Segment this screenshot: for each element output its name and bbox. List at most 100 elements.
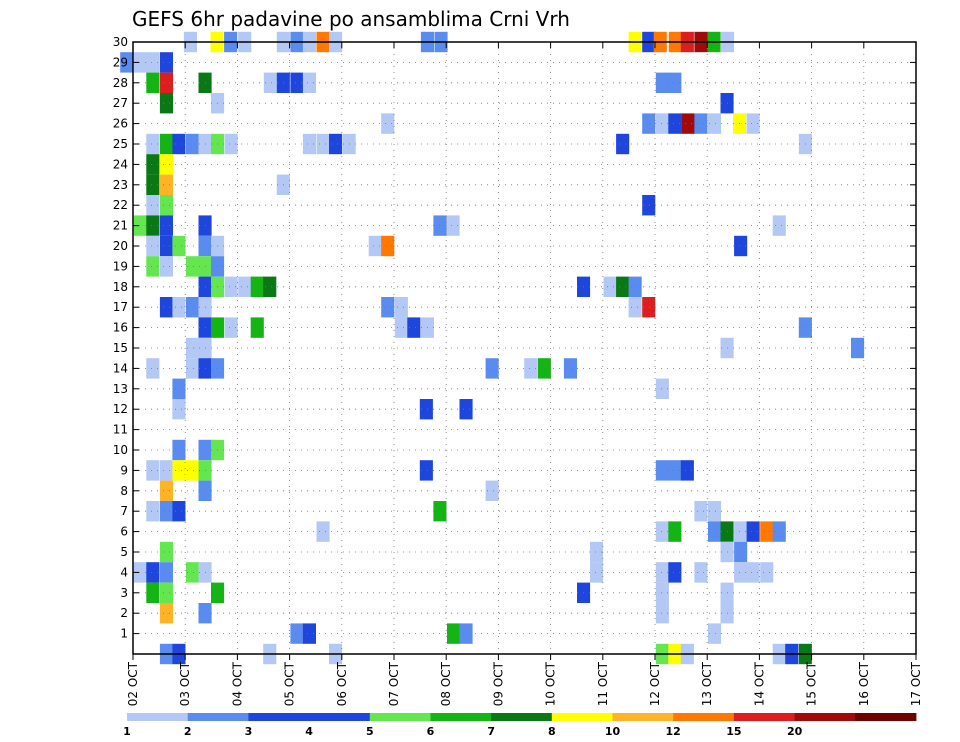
y-tick-label: 13 (113, 382, 128, 396)
heatmap-cell (159, 480, 173, 501)
heatmap-cell (172, 439, 186, 461)
y-tick-label: 25 (113, 137, 128, 151)
heatmap-cell (734, 541, 748, 563)
heatmap-cell (419, 399, 433, 420)
heatmap-cell (146, 52, 160, 73)
heatmap-cell (708, 113, 722, 134)
heatmap-cell (159, 562, 173, 583)
y-tick-label: 28 (113, 76, 128, 90)
x-tick-label: 05 OCT (283, 661, 297, 706)
heatmap-cell (616, 276, 630, 297)
x-tick-label: 11 OCT (596, 661, 610, 706)
heatmap-cell (485, 358, 499, 379)
x-tick-label: 10 OCT (544, 661, 558, 706)
x-tick-label: 12 OCT (648, 661, 662, 706)
heatmap-cell (668, 521, 682, 542)
y-tick-label: 27 (113, 96, 128, 110)
y-tick-label: 20 (113, 239, 128, 253)
y-tick-label: 7 (120, 504, 128, 518)
colorbar-segment (612, 713, 674, 721)
heatmap-cell (238, 276, 252, 297)
heatmap-cell (186, 562, 200, 583)
heatmap-cell (159, 582, 173, 603)
heatmap-cell (186, 256, 200, 277)
heatmap-cell (159, 174, 173, 195)
colorbar-segment (491, 713, 553, 721)
heatmap-cell (120, 52, 134, 73)
gridlines (133, 42, 916, 654)
heatmap-cell (655, 521, 669, 542)
heatmap-cell (186, 460, 200, 481)
x-tick-label: 17 OCT (909, 661, 923, 706)
heatmap-cell (159, 541, 173, 563)
y-tick-label: 12 (113, 402, 128, 416)
heatmap-cell (172, 297, 186, 318)
colorbar-label: 2 (184, 725, 192, 738)
y-tick-label: 18 (113, 280, 128, 294)
heatmap-cell (655, 562, 669, 583)
x-tick-label: 06 OCT (335, 661, 349, 706)
heatmap-cell (708, 623, 722, 644)
heatmap-cell (459, 623, 473, 644)
y-tick-label: 17 (113, 300, 128, 314)
chart-title: GEFS 6hr padavine po ansamblima Crni Vrh (132, 7, 570, 31)
colorbar-label: 10 (605, 725, 621, 738)
heatmap-cell (159, 72, 173, 93)
heatmap-cell (746, 113, 760, 134)
heatmap-cell (628, 297, 642, 318)
y-tick-label: 6 (120, 525, 128, 539)
heatmap-cell (603, 276, 617, 297)
heatmap-cell (537, 358, 551, 379)
heatmap-cell (186, 133, 200, 155)
heatmap-cell (694, 501, 708, 522)
heatmap-cell (407, 317, 421, 338)
heatmap-cell (394, 297, 408, 318)
heatmap-cell (146, 154, 160, 175)
heatmap-cell (146, 256, 160, 277)
heatmap-cell (146, 235, 160, 257)
y-tick-label: 10 (113, 443, 128, 457)
heatmap-cell (734, 562, 748, 583)
heatmap-cell (159, 603, 173, 624)
heatmap-cell (746, 521, 760, 542)
heatmap-cell (760, 562, 774, 583)
heatmap-cell (616, 133, 630, 155)
heatmap-cell (590, 562, 604, 583)
x-tick-label: 03 OCT (178, 661, 192, 706)
heatmap-cell (302, 133, 316, 155)
heatmap-cell (263, 72, 277, 93)
x-tick-label: 07 OCT (387, 661, 401, 706)
heatmap-cell (224, 133, 238, 155)
heatmap-cell (172, 378, 186, 399)
heatmap-cell (146, 174, 160, 195)
y-tick-label: 5 (120, 545, 128, 559)
y-tick-label: 9 (120, 463, 128, 477)
heatmap-cell (146, 195, 160, 216)
heatmap-cell (446, 215, 460, 236)
y-tick-label: 1 (120, 627, 128, 641)
heatmap-cell (680, 460, 694, 481)
y-tick-label: 22 (113, 198, 128, 212)
heatmap-cell (172, 133, 186, 155)
colorbar-label: 6 (427, 725, 435, 738)
colorbar-label: 7 (487, 725, 495, 738)
heatmap-cell (172, 235, 186, 257)
colorbar-segment (794, 713, 856, 721)
heatmap-cell (159, 93, 173, 114)
heatmap-cell (734, 521, 748, 542)
heatmap-cell (694, 562, 708, 583)
colorbar-label: 20 (787, 725, 803, 738)
heatmap-cell (590, 541, 604, 563)
heatmap-cell (563, 358, 577, 379)
heatmap-cell (146, 215, 160, 236)
heatmap-cell (746, 562, 760, 583)
colorbar: 1 2 3 4 5 6 7 8 10 12 15 20 (123, 713, 917, 738)
heatmap-cell (146, 582, 160, 603)
colorbar-segment (673, 713, 735, 721)
heatmap-cell (381, 113, 395, 134)
x-tick-label: 09 OCT (491, 661, 505, 706)
heatmap-cell (655, 460, 669, 481)
heatmap-cell (159, 133, 173, 155)
y-tick-label: 4 (120, 565, 128, 579)
